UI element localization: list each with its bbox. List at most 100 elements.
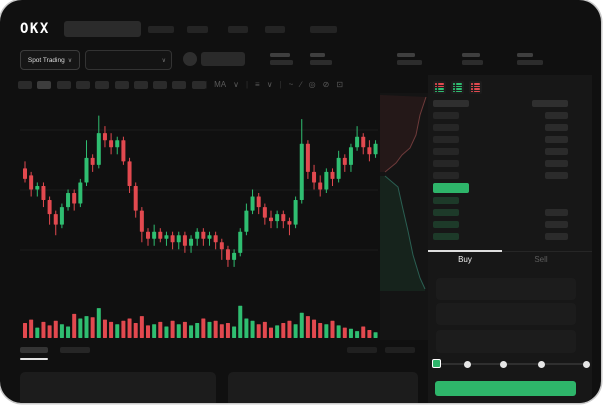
- bid-amount-placeholder: [545, 233, 568, 240]
- bottom-active-tab-indicator: [20, 358, 48, 360]
- stat-label-placeholder: [397, 53, 415, 57]
- interval-button[interactable]: [37, 81, 52, 89]
- interval-button[interactable]: [172, 81, 187, 89]
- slider-handle[interactable]: [431, 359, 441, 368]
- stat-label-placeholder: [462, 53, 480, 57]
- bid-price-placeholder: [433, 221, 459, 228]
- ask-amount-placeholder: [545, 172, 568, 179]
- stat-label-placeholder: [270, 53, 290, 57]
- chevron-down-icon: ∨: [67, 57, 73, 64]
- ask-price-placeholder: [433, 136, 459, 143]
- slider-stop[interactable]: [463, 360, 471, 368]
- book-bids-icon[interactable]: [451, 81, 464, 94]
- stat-value-placeholder: [270, 60, 293, 65]
- bottom-tab-secondary[interactable]: [347, 347, 377, 353]
- bid-price-placeholder: [433, 233, 459, 240]
- slider-stop[interactable]: [537, 360, 545, 368]
- ask-price-placeholder: [433, 172, 459, 179]
- stat-value-placeholder: [397, 60, 422, 65]
- orderbook-trade-panel: Buy Sell: [428, 75, 592, 403]
- draw-tool-icon[interactable]: ∕: [300, 80, 302, 89]
- bid-price-placeholder: [433, 209, 459, 216]
- search-input[interactable]: [64, 21, 141, 37]
- book-asks-icon[interactable]: [469, 81, 482, 94]
- buy-button[interactable]: [435, 381, 576, 396]
- candlestick-chart: [20, 115, 378, 267]
- stat-label-placeholder: [517, 53, 533, 57]
- stat-value-placeholder: [462, 60, 483, 65]
- bid-amount-placeholder: [545, 209, 568, 216]
- order-input-field[interactable]: [436, 303, 576, 325]
- ask-amount-placeholder: [545, 148, 568, 155]
- okx-logo: OKX: [20, 21, 50, 37]
- ask-amount-placeholder: [545, 112, 568, 119]
- fullscreen-icon[interactable]: ⊡: [336, 80, 344, 89]
- nav-item-placeholder[interactable]: [265, 26, 285, 33]
- order-input-field[interactable]: [436, 330, 576, 353]
- tab-sell[interactable]: Sell: [534, 255, 548, 264]
- orderbook-view-toggles: [433, 81, 482, 94]
- ask-amount-placeholder: [545, 136, 568, 143]
- stat-value-placeholder: [310, 60, 332, 65]
- interval-button[interactable]: [56, 81, 71, 89]
- interval-button[interactable]: [133, 81, 148, 89]
- slider-stop[interactable]: [500, 360, 507, 368]
- line-tool-icon[interactable]: ~: [288, 80, 294, 89]
- stat-value-placeholder: [517, 60, 543, 65]
- nav-item-placeholder[interactable]: [187, 26, 208, 33]
- nav-item-placeholder[interactable]: [228, 26, 248, 33]
- ask-amount-placeholder: [545, 160, 568, 167]
- book-combined-icon[interactable]: [433, 81, 446, 94]
- chevron-down-icon[interactable]: ∨: [233, 80, 239, 89]
- ask-price-placeholder: [433, 160, 459, 167]
- ask-amount-placeholder: [545, 124, 568, 131]
- bottom-panel-placeholder: [228, 372, 418, 403]
- interval-button[interactable]: [95, 81, 110, 89]
- slider-stop[interactable]: [582, 360, 590, 368]
- divider: |: [279, 80, 282, 89]
- depth-pane: [380, 93, 428, 340]
- stat-label-placeholder: [310, 53, 325, 57]
- interval-button[interactable]: [18, 81, 32, 89]
- divider: |: [245, 80, 249, 89]
- orderbook-header-left: [433, 100, 469, 107]
- order-input-field[interactable]: [436, 278, 576, 300]
- amount-slider[interactable]: [431, 359, 590, 368]
- bottom-tab[interactable]: [20, 347, 48, 353]
- chevron-down-icon[interactable]: ∨: [266, 80, 273, 89]
- pair-name-placeholder: [201, 52, 245, 66]
- interval-button[interactable]: [114, 81, 129, 89]
- spot-trading-label: Spot Trading: [27, 56, 65, 64]
- orderbook-header-right: [532, 100, 568, 107]
- divider: |: [205, 80, 208, 89]
- interval-button[interactable]: [75, 81, 90, 89]
- depth-chart: [380, 95, 427, 291]
- chart-tools: | MA ∨ | ≡ ∨ | ~ ∕ ◎ ⊘ ⊡: [205, 78, 343, 91]
- bottom-tab-secondary[interactable]: [385, 347, 415, 353]
- bottom-tab[interactable]: [60, 347, 90, 353]
- nav-item-placeholder[interactable]: [148, 26, 174, 33]
- chart-type-button[interactable]: ≡: [255, 80, 260, 89]
- indicators-button[interactable]: MA: [214, 80, 227, 89]
- bid-price-placeholder: [433, 197, 459, 204]
- interval-button[interactable]: [191, 81, 206, 89]
- token-icon: [183, 52, 197, 66]
- tabs-divider: [428, 251, 592, 252]
- pair-select[interactable]: ∨: [85, 50, 172, 70]
- chevron-down-icon: ∨: [161, 57, 166, 64]
- settings-icon[interactable]: ⊘: [322, 80, 330, 89]
- spot-trading-dropdown[interactable]: Spot Trading ∨: [20, 50, 80, 70]
- nav-item-placeholder[interactable]: [310, 26, 337, 33]
- bid-amount-placeholder: [545, 221, 568, 228]
- ask-price-placeholder: [433, 112, 459, 119]
- ask-price-placeholder: [433, 124, 459, 131]
- volume-chart: [23, 305, 378, 338]
- screenshot-icon[interactable]: ◎: [308, 80, 316, 89]
- ask-price-placeholder: [433, 148, 459, 155]
- active-tab-indicator: [428, 250, 502, 252]
- bottom-panel-placeholder: [20, 372, 216, 403]
- interval-button[interactable]: [153, 81, 168, 89]
- tab-buy[interactable]: Buy: [458, 255, 472, 264]
